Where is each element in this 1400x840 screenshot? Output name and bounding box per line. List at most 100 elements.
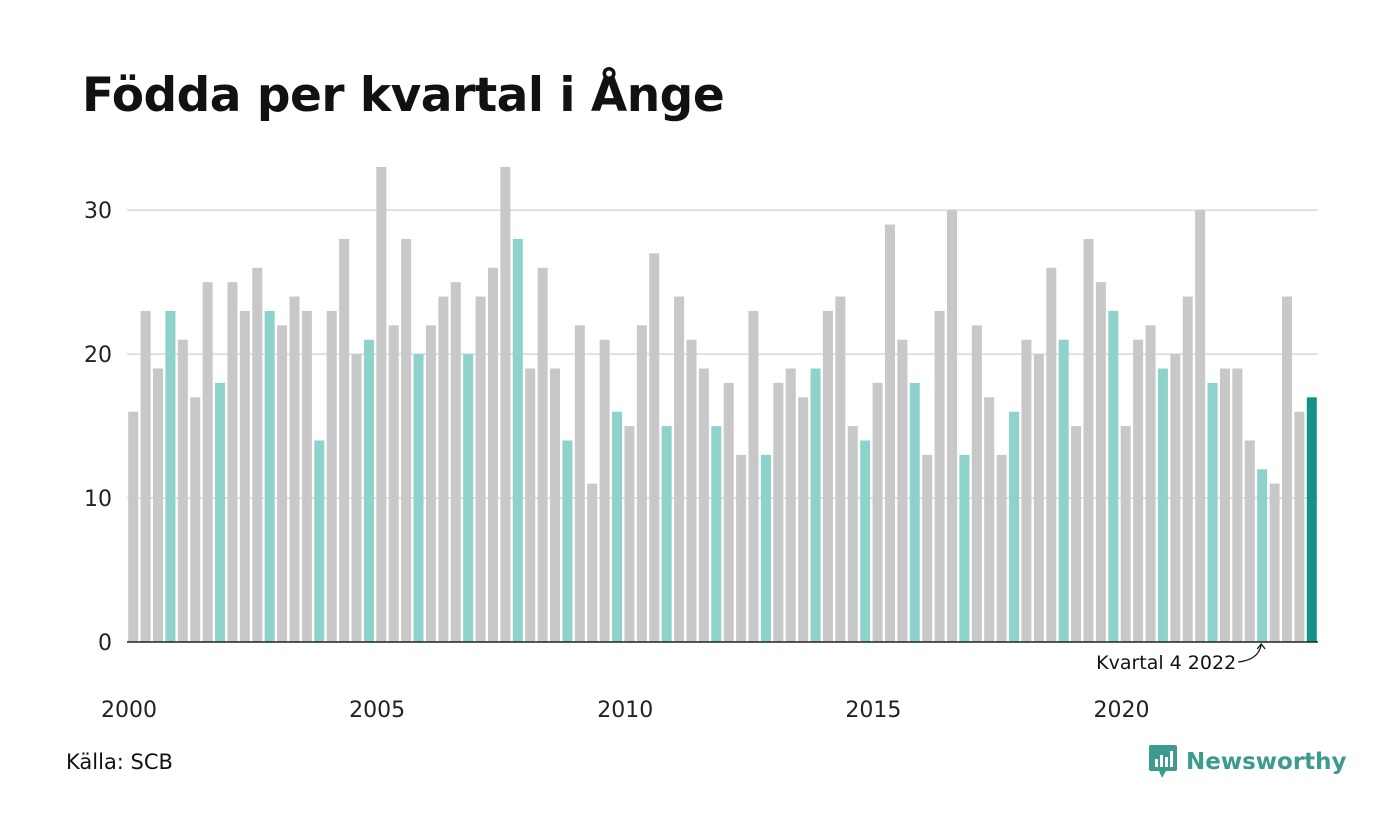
- bar: [1207, 382, 1218, 642]
- bars: [128, 167, 1317, 643]
- bar: [1281, 296, 1292, 642]
- x-tick-label: 2015: [845, 698, 901, 723]
- y-tick-label: 0: [98, 631, 112, 656]
- bar: [1009, 411, 1020, 642]
- x-tick-labels: 2000 2005 2010 2015 2020: [101, 698, 1150, 723]
- bar: [1071, 426, 1082, 642]
- bar: [500, 167, 511, 642]
- bar: [860, 440, 871, 642]
- bar: [1182, 296, 1193, 642]
- bar: [339, 238, 350, 642]
- bar: [1157, 368, 1168, 642]
- bar: [1133, 339, 1144, 642]
- bar: [128, 411, 139, 642]
- bar: [165, 310, 176, 642]
- bar: [686, 339, 697, 642]
- annotation-arrow: [1238, 643, 1266, 663]
- bar: [301, 310, 312, 642]
- bar: [624, 426, 635, 642]
- bar: [215, 382, 226, 642]
- bar: [785, 368, 796, 642]
- bar: [587, 483, 598, 642]
- bar: [277, 325, 288, 642]
- bar: [202, 282, 213, 642]
- bar: [401, 238, 412, 642]
- bar: [140, 310, 151, 642]
- bar: [1257, 469, 1268, 642]
- bar: [847, 426, 858, 642]
- brand-logo: Newsworthy: [1148, 744, 1347, 780]
- bar: [425, 325, 436, 642]
- bar: [438, 296, 449, 642]
- bar: [897, 339, 908, 642]
- annotation: Kvartal 4 2022: [1096, 643, 1266, 674]
- bar: [909, 382, 920, 642]
- bar: [872, 382, 883, 642]
- bar-chart: 0 10 20 30 2000 2005 2010 2015 2020 Kvartal 4 2…: [84, 167, 1318, 723]
- bar: [264, 310, 275, 642]
- bar: [1219, 368, 1230, 642]
- bar: [947, 210, 958, 642]
- bar: [252, 267, 263, 642]
- bar: [661, 426, 672, 642]
- bar: [835, 296, 846, 642]
- brand-name: Newsworthy: [1186, 749, 1347, 775]
- bar: [822, 310, 833, 642]
- bar: [475, 296, 486, 642]
- bar: [487, 267, 498, 642]
- chart-title: Födda per kvartal i Ånge: [82, 68, 725, 123]
- y-tick-label: 30: [84, 199, 112, 224]
- y-tick-label: 20: [84, 343, 112, 368]
- bar: [1195, 210, 1206, 642]
- bar: [723, 382, 734, 642]
- bar: [1244, 440, 1255, 642]
- bar: [562, 440, 573, 642]
- bar: [798, 397, 809, 642]
- bar: [984, 397, 995, 642]
- bar: [153, 368, 164, 642]
- source-note: Källa: SCB: [66, 750, 173, 774]
- bar: [1294, 411, 1305, 642]
- bar: [736, 454, 747, 642]
- bar: [1083, 238, 1094, 642]
- bar: [574, 325, 585, 642]
- bar: [190, 397, 201, 642]
- y-tick-labels: 0 10 20 30: [84, 199, 112, 656]
- bar: [450, 282, 461, 642]
- bar: [239, 310, 250, 642]
- bar: [314, 440, 325, 642]
- bar: [1095, 282, 1106, 642]
- bar: [1306, 397, 1317, 642]
- bar: [1269, 483, 1280, 642]
- bar: [463, 354, 474, 642]
- bar: [810, 368, 821, 642]
- bar: [636, 325, 647, 642]
- grid-lines: [127, 209, 1318, 500]
- bar: [922, 454, 933, 642]
- bar: [711, 426, 722, 642]
- bar: [512, 238, 523, 642]
- bar: [525, 368, 536, 642]
- bar: [649, 253, 660, 642]
- annotation-label: Kvartal 4 2022: [1096, 652, 1236, 674]
- bar: [363, 339, 374, 642]
- bar: [326, 310, 337, 642]
- bar: [996, 454, 1007, 642]
- x-tick-label: 2010: [597, 698, 653, 723]
- bar: [884, 224, 895, 643]
- y-tick-label: 10: [84, 487, 112, 512]
- bar: [674, 296, 685, 642]
- bar: [550, 368, 561, 642]
- bar: [612, 411, 623, 642]
- bar: [388, 325, 399, 642]
- bar: [1108, 310, 1119, 642]
- bar: [1232, 368, 1243, 642]
- bar: [748, 310, 759, 642]
- bar: [289, 296, 300, 642]
- bar: [773, 382, 784, 642]
- bar: [1145, 325, 1156, 642]
- bar: [1033, 354, 1044, 642]
- bar: [1058, 339, 1069, 642]
- newsworthy-logo-icon: [1149, 745, 1177, 778]
- bar: [698, 368, 709, 642]
